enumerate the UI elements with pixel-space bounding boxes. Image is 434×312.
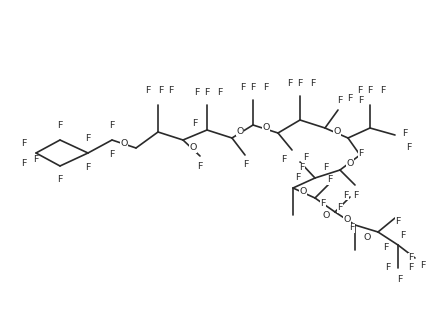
- Text: F: F: [328, 175, 333, 184]
- Text: F: F: [295, 173, 300, 183]
- Text: F: F: [337, 96, 342, 105]
- Text: F: F: [145, 86, 151, 95]
- Text: O: O: [299, 188, 307, 197]
- Text: O: O: [346, 158, 354, 168]
- Text: O: O: [322, 211, 330, 220]
- Text: F: F: [320, 198, 326, 207]
- Text: F: F: [338, 203, 343, 212]
- Text: F: F: [194, 88, 200, 97]
- Text: F: F: [420, 261, 425, 270]
- Text: F: F: [287, 79, 293, 88]
- Text: F: F: [402, 129, 408, 138]
- Text: O: O: [363, 233, 371, 242]
- Text: O: O: [236, 126, 243, 135]
- Text: F: F: [109, 121, 115, 130]
- Text: F: F: [350, 223, 355, 232]
- Text: F: F: [217, 88, 222, 97]
- Text: O: O: [120, 139, 128, 149]
- Text: F: F: [406, 143, 411, 152]
- Text: F: F: [158, 86, 163, 95]
- Text: F: F: [380, 86, 385, 95]
- Text: F: F: [408, 264, 413, 272]
- Text: F: F: [243, 160, 248, 169]
- Text: O: O: [343, 216, 351, 225]
- Text: F: F: [192, 119, 197, 128]
- Text: F: F: [353, 191, 358, 199]
- Text: F: F: [22, 139, 27, 148]
- Text: O: O: [189, 144, 197, 153]
- Text: F: F: [367, 86, 373, 95]
- Text: F: F: [310, 79, 316, 88]
- Text: F: F: [197, 162, 202, 171]
- Text: F: F: [168, 86, 173, 95]
- Text: F: F: [299, 163, 305, 173]
- Text: F: F: [358, 149, 363, 158]
- Text: F: F: [343, 191, 349, 199]
- Text: F: F: [322, 163, 328, 173]
- Text: F: F: [22, 158, 27, 168]
- Text: F: F: [85, 163, 91, 172]
- Text: F: F: [263, 83, 268, 92]
- Text: F: F: [57, 121, 62, 130]
- Text: O: O: [333, 128, 341, 137]
- Text: O: O: [262, 123, 270, 131]
- Text: F: F: [109, 150, 115, 159]
- Text: F: F: [297, 79, 302, 88]
- Text: F: F: [400, 231, 405, 240]
- Text: F: F: [302, 154, 308, 163]
- Text: F: F: [357, 86, 363, 95]
- Text: F: F: [347, 94, 353, 103]
- Text: F: F: [408, 253, 413, 262]
- Text: F: F: [240, 83, 246, 92]
- Text: F: F: [395, 217, 401, 227]
- Text: F: F: [281, 155, 286, 164]
- Text: F: F: [204, 88, 210, 97]
- Text: F: F: [385, 264, 390, 272]
- Text: F: F: [383, 243, 388, 252]
- Text: F: F: [85, 134, 91, 143]
- Text: F: F: [250, 83, 256, 92]
- Text: F: F: [358, 96, 363, 105]
- Text: F: F: [397, 275, 403, 284]
- Text: F: F: [57, 175, 62, 184]
- Text: F: F: [33, 155, 39, 164]
